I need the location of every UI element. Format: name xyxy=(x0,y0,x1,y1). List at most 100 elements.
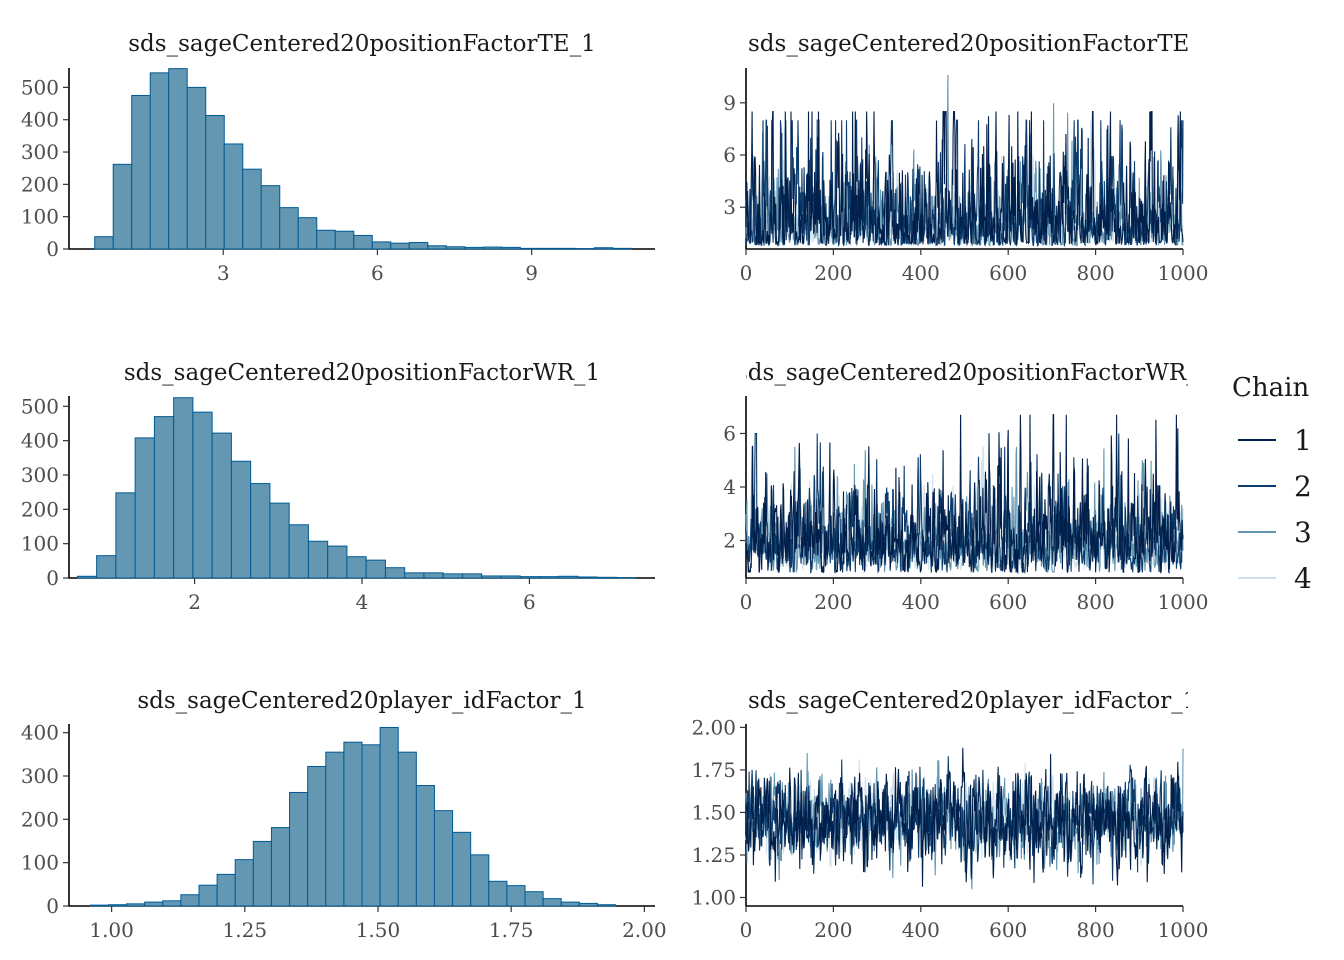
x-tick-label: 3 xyxy=(217,261,230,285)
hist-bar xyxy=(153,416,175,579)
trace-wr-title: sds_sageCentered20positionFactorWR_1 xyxy=(736,360,1212,386)
hist-bar xyxy=(519,247,540,250)
hist-bar xyxy=(578,902,598,907)
hist-bar xyxy=(612,247,632,250)
hist-bar xyxy=(596,576,617,579)
hist-bar xyxy=(538,576,560,579)
x-tick-label: 400 xyxy=(902,590,940,614)
hist-bar xyxy=(126,903,146,907)
hist-panel-te: sds_sageCentered20positionFactorTE_1 3 6 9… xyxy=(21,31,655,285)
y-tick-label: 1.00 xyxy=(691,885,736,909)
hist-bar xyxy=(442,573,463,579)
hist-bar xyxy=(216,873,236,907)
y-tick-label: 2.00 xyxy=(691,715,736,739)
hist-bar xyxy=(186,86,207,250)
y-tick-label: 500 xyxy=(21,75,59,99)
y-tick-label: 400 xyxy=(21,108,59,132)
hist-bar xyxy=(198,884,218,907)
hist-bar xyxy=(445,246,466,250)
trace-line-chain-1 xyxy=(745,747,1184,887)
hist-bar xyxy=(593,247,614,250)
chain-legend: Chain 1 2 3 4 xyxy=(1232,373,1312,595)
hist-bar xyxy=(346,556,367,579)
x-tick-label: 600 xyxy=(989,590,1027,614)
hist-bar xyxy=(307,540,329,579)
hist-bar xyxy=(250,483,271,579)
x-tick-label: 800 xyxy=(1077,261,1115,285)
hist-panel-player: sds_sageCentered20player_idFactor_1 1.00… xyxy=(21,688,667,942)
hist-bar xyxy=(316,229,336,250)
hist-bar xyxy=(404,572,425,579)
hist-bar xyxy=(134,437,155,579)
trace-te-title: sds_sageCentered20positionFactorTE_1 xyxy=(748,31,1215,57)
legend-label-3: 3 xyxy=(1294,516,1312,549)
trace-player-title: sds_sageCentered20player_idFactor_1 xyxy=(748,688,1197,714)
x-tick-label: 200 xyxy=(814,918,852,942)
y-tick-label: 1.25 xyxy=(691,843,736,867)
hist-bar xyxy=(500,575,521,579)
trace-player-plot: 0 200 400 600 800 1000 1.00 1.25 1.50 1.75 2.00 xyxy=(691,715,1208,942)
y-tick-label: 400 xyxy=(21,429,59,453)
legend-title: Chain xyxy=(1232,373,1309,403)
hist-bar xyxy=(252,840,272,907)
hist-bar xyxy=(538,247,558,250)
hist-bar xyxy=(279,207,299,250)
hist-bar xyxy=(415,785,435,907)
hist-bar xyxy=(149,72,170,250)
hist-player-plot: 1.00 1.25 1.50 1.75 2.00 0 100 200 300 400 xyxy=(21,721,667,942)
legend-label-1: 1 xyxy=(1294,424,1312,457)
hist-bar xyxy=(353,234,373,250)
x-tick-label: 600 xyxy=(989,261,1027,285)
hist-bar xyxy=(379,726,399,907)
x-tick-label: 0 xyxy=(740,261,753,285)
hist-bar xyxy=(289,791,309,907)
hist-bar xyxy=(173,397,194,579)
hist-bar xyxy=(371,241,392,250)
y-tick-label: 2 xyxy=(723,529,736,553)
y-tick-label: 300 xyxy=(21,463,59,487)
y-tick-label: 0 xyxy=(46,894,59,918)
hist-bar xyxy=(506,885,526,907)
hist-bar xyxy=(542,898,562,907)
hist-bar xyxy=(89,904,109,907)
trace-te-plot: 0 200 400 600 800 1000 3 6 9 xyxy=(723,68,1208,285)
y-tick-label: 0 xyxy=(46,566,59,590)
x-tick-label: 400 xyxy=(902,261,940,285)
hist-bar xyxy=(524,891,544,907)
y-tick-label: 200 xyxy=(21,497,59,521)
trace-panel-wr: sds_sageCentered20positionFactorWR_1 0 20… xyxy=(723,360,1212,614)
x-tick-label: 1000 xyxy=(1158,261,1209,285)
hist-bar xyxy=(461,573,483,579)
hist-bar xyxy=(558,575,579,579)
hist-bar xyxy=(269,502,290,579)
hist-bar xyxy=(131,94,151,250)
hist-wr-plot: 2 4 6 0 100 200 300 400 500 xyxy=(21,394,655,614)
legend-label-4: 4 xyxy=(1294,562,1312,595)
hist-panel-wr: sds_sageCentered20positionFactorWR_1 2 4 6… xyxy=(21,360,655,614)
x-tick-label: 6 xyxy=(371,261,384,285)
hist-bar xyxy=(297,217,318,250)
hist-bar xyxy=(384,567,406,579)
y-tick-label: 6 xyxy=(723,421,736,445)
trace-panel-te: sds_sageCentered20positionFactorTE_1 0 20… xyxy=(723,31,1215,285)
x-tick-label: 2.00 xyxy=(622,918,667,942)
x-tick-label: 400 xyxy=(902,918,940,942)
hist-bar xyxy=(519,576,540,579)
hist-bar xyxy=(556,247,577,250)
hist-bar xyxy=(96,555,117,579)
hist-te-plot: 3 6 9 0 100 200 300 400 500 xyxy=(21,68,655,285)
hist-bar xyxy=(144,901,164,907)
hist-bar xyxy=(501,246,521,250)
hist-bar xyxy=(162,900,182,907)
trace-panel-player: sds_sageCentered20player_idFactor_1 0 200… xyxy=(691,688,1208,942)
hist-bar xyxy=(325,751,345,907)
x-tick-label: 200 xyxy=(814,590,852,614)
hist-bar xyxy=(260,185,281,250)
hist-bar xyxy=(488,880,508,907)
hist-bar xyxy=(115,492,136,579)
y-tick-label: 0 xyxy=(46,237,59,261)
y-tick-label: 100 xyxy=(21,851,59,875)
hist-bar xyxy=(423,572,444,579)
y-tick-label: 400 xyxy=(21,721,59,745)
